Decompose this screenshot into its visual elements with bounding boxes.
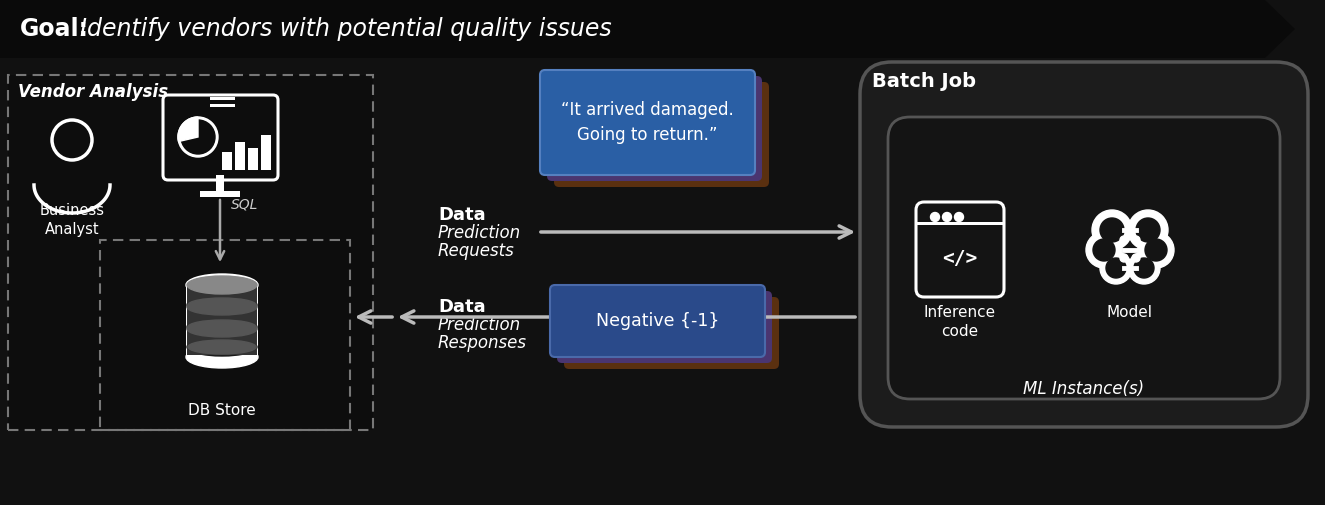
Ellipse shape	[186, 274, 258, 296]
Circle shape	[1128, 210, 1169, 250]
Circle shape	[954, 213, 963, 222]
Bar	[248, 148, 258, 170]
Text: </>: </>	[942, 248, 978, 268]
Circle shape	[1132, 254, 1140, 262]
Bar	[235, 142, 245, 170]
Bar	[916, 222, 1004, 225]
Circle shape	[1120, 254, 1128, 262]
Text: Responses: Responses	[439, 334, 527, 352]
Circle shape	[1145, 239, 1167, 261]
Ellipse shape	[187, 318, 257, 336]
Circle shape	[942, 213, 951, 222]
Bar	[261, 135, 272, 170]
Circle shape	[1138, 232, 1174, 268]
Polygon shape	[1200, 0, 1295, 58]
Circle shape	[1106, 258, 1126, 278]
Ellipse shape	[188, 298, 256, 312]
Text: Business
Analyst: Business Analyst	[40, 203, 105, 237]
Bar	[187, 287, 257, 355]
Ellipse shape	[187, 276, 257, 294]
Circle shape	[1086, 232, 1122, 268]
Circle shape	[1120, 236, 1128, 244]
FancyBboxPatch shape	[888, 117, 1280, 399]
FancyBboxPatch shape	[541, 70, 755, 175]
Text: SQL: SQL	[232, 198, 258, 212]
Text: Identify vendors with potential quality issues: Identify vendors with potential quality …	[80, 17, 612, 41]
Ellipse shape	[187, 299, 257, 315]
Circle shape	[1128, 252, 1159, 284]
Polygon shape	[178, 117, 197, 141]
Text: Negative {-1}: Negative {-1}	[596, 312, 719, 330]
Bar	[0, 0, 1200, 58]
Text: “It arrived damaged.
Going to return.”: “It arrived damaged. Going to return.”	[560, 101, 734, 144]
Circle shape	[1092, 210, 1132, 250]
Ellipse shape	[187, 338, 257, 356]
FancyBboxPatch shape	[554, 82, 768, 187]
FancyBboxPatch shape	[547, 76, 762, 181]
Text: Data: Data	[439, 298, 486, 316]
FancyBboxPatch shape	[564, 297, 779, 369]
Circle shape	[930, 213, 939, 222]
Ellipse shape	[188, 320, 256, 334]
Text: Prediction: Prediction	[439, 224, 521, 242]
Ellipse shape	[187, 321, 257, 337]
FancyBboxPatch shape	[8, 75, 374, 430]
Ellipse shape	[186, 346, 258, 368]
Bar	[200, 191, 240, 197]
Bar	[216, 175, 224, 193]
Text: Goal:: Goal:	[20, 17, 89, 41]
Text: Vendor Analysis: Vendor Analysis	[19, 83, 168, 101]
Text: Batch Job: Batch Job	[872, 72, 977, 91]
Bar	[186, 285, 258, 357]
Circle shape	[182, 120, 215, 154]
Text: Requests: Requests	[439, 242, 514, 260]
FancyBboxPatch shape	[550, 285, 765, 357]
Text: Prediction: Prediction	[439, 316, 521, 334]
Text: Inference
code: Inference code	[924, 305, 996, 339]
Bar	[209, 97, 235, 100]
Circle shape	[1136, 218, 1159, 242]
Text: Model: Model	[1106, 305, 1153, 320]
Circle shape	[1093, 239, 1116, 261]
Text: DB Store: DB Store	[188, 403, 256, 418]
FancyBboxPatch shape	[556, 291, 772, 363]
Circle shape	[1134, 258, 1154, 278]
FancyBboxPatch shape	[163, 95, 278, 180]
Ellipse shape	[187, 296, 257, 314]
Circle shape	[1100, 218, 1124, 242]
FancyBboxPatch shape	[860, 62, 1308, 427]
Circle shape	[1100, 252, 1132, 284]
Circle shape	[178, 117, 219, 157]
Bar	[223, 152, 232, 170]
Circle shape	[1132, 236, 1140, 244]
Bar	[209, 104, 235, 107]
Text: Data: Data	[439, 206, 486, 224]
Text: ML Instance(s): ML Instance(s)	[1023, 380, 1145, 398]
Ellipse shape	[188, 340, 256, 354]
